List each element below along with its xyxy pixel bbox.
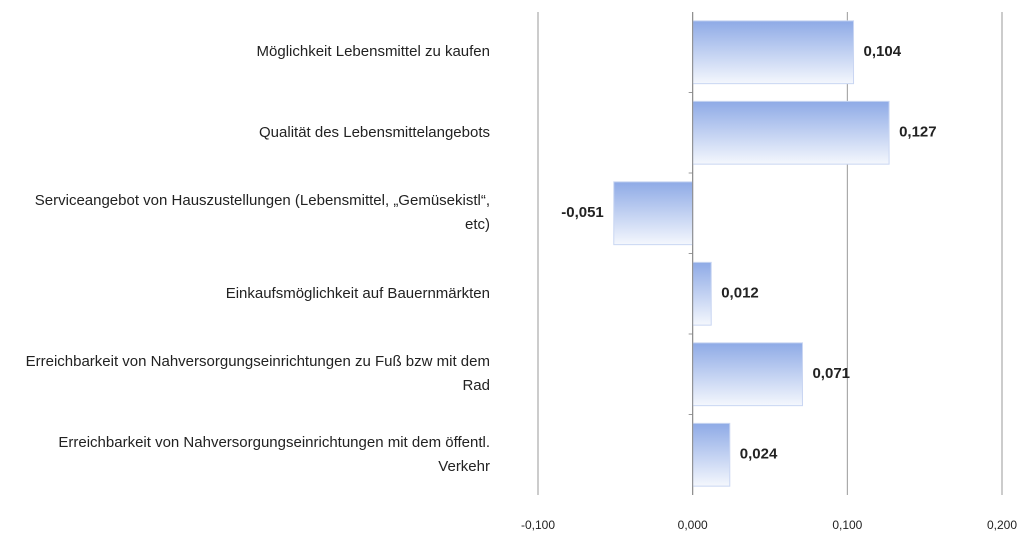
bar xyxy=(613,181,694,246)
value-label: 0,127 xyxy=(899,124,937,141)
value-label: 0,024 xyxy=(740,446,778,463)
bar xyxy=(692,100,890,165)
bar xyxy=(692,20,855,85)
value-label: 0,104 xyxy=(864,43,902,60)
value-label: 0,071 xyxy=(812,365,850,382)
x-tick-label: -0,100 xyxy=(521,518,555,532)
category-label: Möglichkeit Lebensmittel zu kaufen xyxy=(256,43,490,61)
bar xyxy=(692,342,803,407)
x-tick-label: 0,200 xyxy=(987,518,1017,532)
category-label: Serviceangebot von Hauszustellungen (Leb… xyxy=(34,192,490,234)
x-tick-label: 0,000 xyxy=(678,518,708,532)
category-label: Qualität des Lebensmittelangebots xyxy=(259,123,490,141)
category-label: Erreichbarkeit von Nahversorgungseinrich… xyxy=(58,433,490,475)
bar xyxy=(692,422,731,487)
value-label: -0,051 xyxy=(561,204,604,221)
x-tick-label: 0,100 xyxy=(832,518,862,532)
bar xyxy=(692,261,712,326)
value-label: 0,012 xyxy=(721,285,759,302)
category-label: Erreichbarkeit von Nahversorgungseinrich… xyxy=(25,353,490,395)
category-label: Einkaufsmöglichkeit auf Bauernmärkten xyxy=(225,284,490,302)
